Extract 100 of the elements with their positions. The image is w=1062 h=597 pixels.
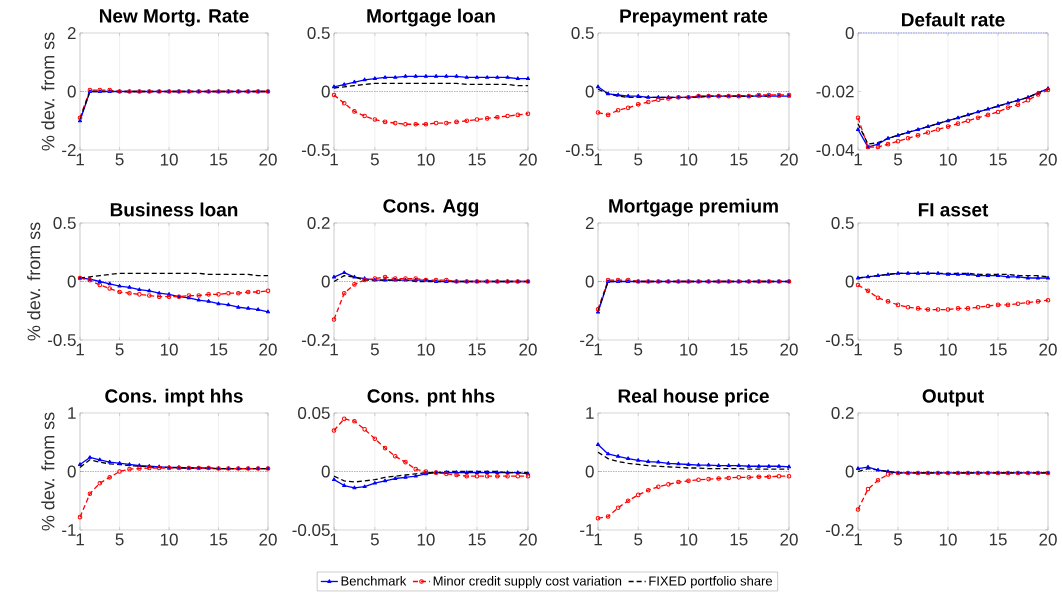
- x-tick-label: 20: [519, 153, 537, 166]
- chart-title: Output: [922, 389, 984, 407]
- x-tick-label: 20: [519, 343, 537, 356]
- y-tick-label: -1: [580, 524, 594, 536]
- x-tick-label: 1: [330, 153, 338, 166]
- x-tick-label: 10: [680, 343, 698, 356]
- chart-title: New Mortg. Rate: [99, 9, 249, 27]
- legend-label: FIXED portfolio share: [649, 576, 773, 589]
- y-tick-label: -0.2: [301, 333, 330, 347]
- x-tick-label: 5: [634, 533, 643, 546]
- y-tick-label: 0.2: [831, 406, 854, 420]
- x-tick-label: 15: [730, 533, 748, 546]
- y-tick-label: -2: [62, 144, 76, 156]
- x-tick-label: 5: [115, 153, 124, 166]
- y-tick-label: 0: [321, 465, 330, 478]
- x-tick-label: 15: [210, 153, 228, 166]
- x-tick-label: 5: [893, 153, 903, 166]
- x-tick-label: 10: [160, 343, 178, 356]
- x-tick-label: 20: [780, 533, 798, 546]
- x-tick-label: 5: [370, 343, 379, 356]
- x-tick-label: 15: [989, 153, 1007, 166]
- x-tick-label: 15: [210, 343, 228, 356]
- x-tick-label: 10: [417, 153, 435, 166]
- chart-title: Cons. pnt hhs: [367, 388, 495, 407]
- chart-title: Real house price: [618, 388, 769, 407]
- x-tick-label: 1: [594, 533, 602, 546]
- y-tick-label: 0.05: [298, 406, 330, 420]
- chart-title: Business loan: [110, 202, 238, 217]
- x-tick-label: 10: [939, 343, 957, 356]
- x-tick-label: 10: [417, 533, 435, 546]
- x-tick-label: 10: [160, 153, 178, 166]
- y-tick-label: 0.5: [831, 216, 854, 230]
- x-tick-label: 15: [730, 153, 748, 166]
- y-tick-label: 0: [321, 275, 330, 288]
- y-tick-label: 0.5: [53, 216, 76, 230]
- y-tick-label: -0.2: [825, 523, 854, 537]
- y-tick-label: 0: [67, 465, 76, 478]
- y-tick-label: -0.5: [825, 333, 854, 347]
- y-tick-label: 0: [321, 85, 330, 98]
- x-tick-label: 1: [854, 533, 862, 546]
- chart-title: Cons. impt hhs: [105, 388, 243, 407]
- x-tick-label: 15: [730, 343, 748, 356]
- x-tick-label: 5: [634, 343, 643, 356]
- y-tick-label: -0.02: [816, 85, 854, 98]
- x-tick-label: 5: [370, 533, 379, 546]
- x-tick-label: 1: [854, 343, 862, 356]
- x-tick-label: 15: [989, 533, 1007, 546]
- y-tick-label: 0: [585, 85, 594, 98]
- x-tick-label: 1: [594, 343, 602, 356]
- chart-title: Default rate: [902, 12, 1005, 27]
- y-tick-label: 0: [585, 465, 594, 478]
- x-tick-label: 20: [259, 153, 277, 166]
- x-tick-label: 10: [939, 153, 957, 166]
- y-tick-label: -0.04: [816, 143, 854, 157]
- chart-title: Cons. Agg: [383, 199, 479, 217]
- x-tick-label: 1: [76, 153, 84, 166]
- x-tick-label: 15: [468, 343, 486, 356]
- chart-title: Mortgage premium: [609, 198, 778, 217]
- legend-label: Benchmark: [341, 576, 407, 586]
- y-tick-label: 0.2: [307, 216, 330, 230]
- y-tick-label: 0: [845, 465, 854, 478]
- x-tick-label: 1: [594, 153, 602, 166]
- chart-title: Prepayment rate: [620, 9, 768, 27]
- y-tick-label: 0: [845, 26, 854, 40]
- y-tick-label: -0.05: [292, 523, 330, 537]
- x-tick-label: 5: [893, 533, 903, 546]
- y-tick-label: 0: [67, 275, 76, 288]
- y-tick-label: -0.5: [47, 333, 76, 347]
- legend-label: Minor credit supply cost variation: [433, 576, 622, 589]
- y-tick-label: 1: [68, 407, 76, 419]
- x-tick-label: 10: [160, 533, 178, 546]
- y-tick-label: 0.5: [307, 26, 330, 40]
- y-tick-label: 0: [67, 85, 76, 98]
- y-tick-label: -1: [62, 524, 76, 536]
- x-tick-label: 10: [417, 343, 435, 356]
- x-tick-label: 1: [76, 343, 84, 356]
- x-tick-label: 10: [680, 533, 698, 546]
- x-tick-label: 20: [780, 153, 798, 166]
- x-tick-label: 20: [1039, 343, 1057, 356]
- y-axis-title: % dev. from ss: [41, 412, 55, 531]
- x-tick-label: 20: [259, 533, 277, 546]
- x-tick-label: 20: [259, 343, 277, 356]
- x-tick-label: 20: [519, 533, 537, 546]
- x-tick-label: 1: [854, 153, 862, 166]
- x-tick-label: 1: [76, 533, 84, 546]
- y-tick-label: 0: [845, 275, 854, 288]
- x-tick-label: 15: [468, 153, 486, 166]
- x-tick-label: 15: [210, 533, 228, 546]
- y-tick-label: 0: [585, 275, 594, 288]
- x-tick-label: 10: [680, 153, 698, 166]
- y-tick-label: 0.5: [571, 26, 594, 40]
- y-tick-label: -0.5: [565, 143, 594, 157]
- x-tick-label: 20: [780, 343, 798, 356]
- x-tick-label: 10: [939, 533, 957, 546]
- x-tick-label: 20: [1039, 533, 1057, 546]
- x-tick-label: 5: [115, 533, 124, 546]
- x-tick-label: 1: [330, 343, 338, 356]
- x-tick-label: 15: [468, 533, 486, 546]
- y-tick-label: 2: [67, 27, 76, 39]
- x-tick-label: 20: [1039, 153, 1057, 166]
